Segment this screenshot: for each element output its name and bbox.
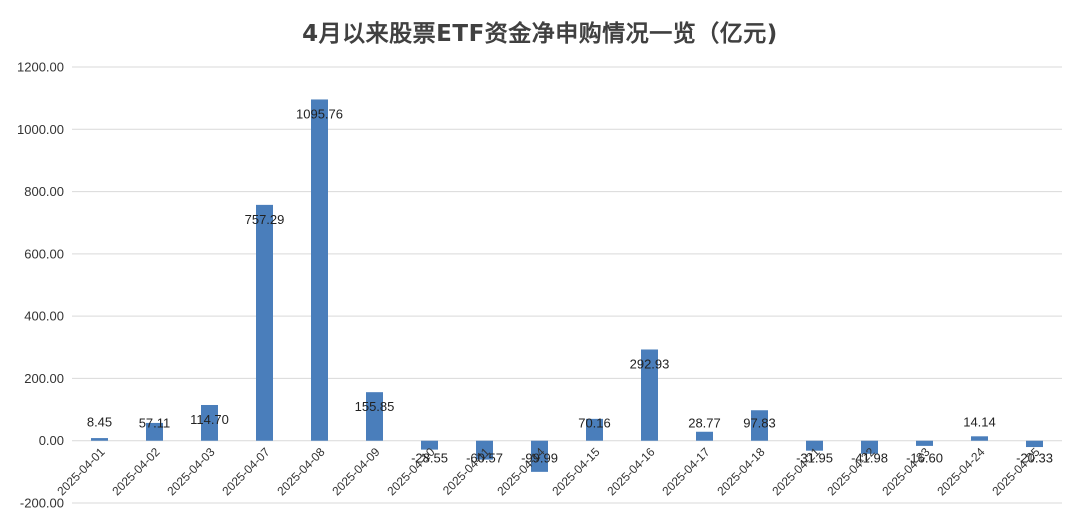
x-tick-label: 2025-04-02: [109, 445, 163, 499]
data-label: -28.55: [411, 451, 448, 466]
bar: [971, 436, 988, 441]
x-tick-label: 2025-04-17: [659, 445, 713, 499]
bar: [806, 440, 823, 451]
data-label: 8.45: [87, 415, 112, 430]
bar: [641, 349, 658, 441]
chart-title: 4月以来股票ETF资金净申购情况一览（亿元): [302, 21, 778, 47]
bar: [201, 404, 218, 441]
gridlines: [72, 66, 1062, 504]
x-tick-label: 2025-04-16: [604, 445, 658, 499]
bar: [476, 440, 493, 460]
x-tick-label: 2025-04-09: [329, 445, 383, 499]
data-label: 114.70: [190, 412, 229, 427]
data-label: -20.33: [1016, 451, 1053, 466]
y-axis-ticks: -200.00 0.00 200.00 400.00 600.00 800.00 1000.…: [17, 60, 64, 511]
y-tick-label: 0.00: [39, 433, 64, 448]
data-label: -41.98: [851, 451, 888, 466]
x-tick-label: 2025-04-01: [54, 445, 108, 499]
data-label: 292.93: [630, 356, 670, 371]
x-tick-label: 2025-04-08: [274, 445, 328, 499]
data-label: -60.57: [466, 451, 503, 466]
bar: [751, 410, 768, 441]
data-label: 70.16: [578, 416, 611, 431]
y-tick-label: 400.00: [24, 309, 64, 324]
data-label: -31.95: [796, 451, 833, 466]
bar: [916, 440, 933, 446]
x-tick-label: 2025-04-07: [219, 445, 273, 499]
bar: [311, 99, 328, 441]
x-tick-label: 2025-04-03: [164, 445, 218, 499]
data-label: 155.85: [355, 399, 395, 414]
data-label: 28.77: [688, 416, 721, 431]
bar: [1026, 440, 1043, 448]
bar: [586, 418, 603, 441]
bar: [861, 440, 878, 454]
data-label: -16.60: [906, 451, 943, 466]
data-label: -99.99: [521, 451, 558, 466]
y-tick-label: 600.00: [24, 246, 64, 261]
bar: [146, 422, 163, 441]
y-tick-label: 1200.00: [17, 60, 64, 75]
y-tick-label: -200.00: [20, 496, 64, 511]
bars: [91, 99, 1043, 472]
data-label: 1095.76: [296, 106, 343, 121]
bar: [256, 204, 273, 441]
data-label: 97.83: [743, 416, 776, 431]
y-tick-label: 1000.00: [17, 122, 64, 137]
data-label: 14.14: [963, 415, 996, 430]
data-labels: 8.45 57.11 114.70 757.29 1095.76 155.85 -28.55…: [87, 106, 1053, 465]
x-tick-label: 2025-04-18: [714, 445, 768, 499]
bar: [366, 392, 383, 441]
data-label: 757.29: [245, 212, 285, 227]
y-tick-label: 800.00: [24, 184, 64, 199]
bar: [696, 431, 713, 441]
bar: [421, 440, 438, 450]
y-tick-label: 200.00: [24, 371, 64, 386]
bar: [91, 438, 108, 441]
data-label: 57.11: [139, 416, 171, 431]
bar: [531, 440, 548, 472]
